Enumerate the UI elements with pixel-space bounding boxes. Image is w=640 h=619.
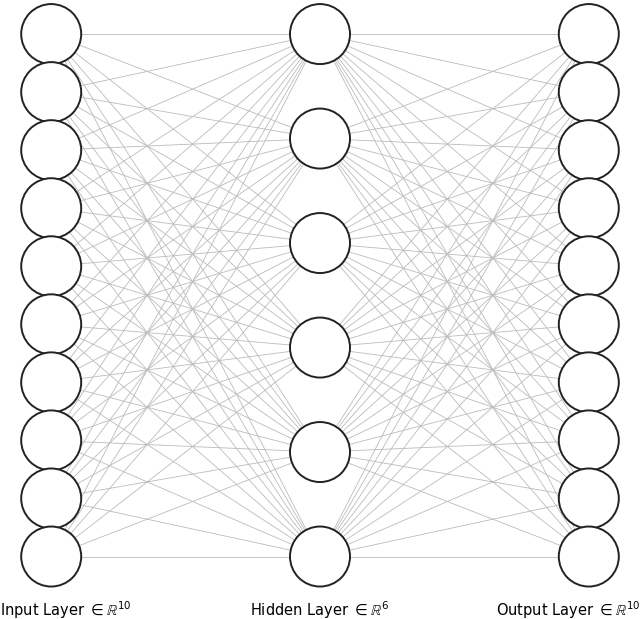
- Ellipse shape: [559, 527, 619, 587]
- Ellipse shape: [559, 178, 619, 238]
- Ellipse shape: [290, 108, 350, 168]
- Ellipse shape: [21, 527, 81, 587]
- Ellipse shape: [21, 352, 81, 412]
- Text: Hidden Layer $\in \mathbb{R}^{6}$: Hidden Layer $\in \mathbb{R}^{6}$: [250, 599, 390, 619]
- Ellipse shape: [21, 294, 81, 354]
- Ellipse shape: [559, 352, 619, 412]
- Ellipse shape: [559, 410, 619, 470]
- Ellipse shape: [290, 527, 350, 587]
- Text: Input Layer $\in \mathbb{R}^{10}$: Input Layer $\in \mathbb{R}^{10}$: [0, 599, 132, 619]
- Ellipse shape: [21, 120, 81, 180]
- Text: Output Layer $\in \mathbb{R}^{10}$: Output Layer $\in \mathbb{R}^{10}$: [495, 599, 640, 619]
- Ellipse shape: [559, 120, 619, 180]
- Ellipse shape: [21, 4, 81, 64]
- Ellipse shape: [559, 236, 619, 297]
- Ellipse shape: [290, 318, 350, 378]
- Ellipse shape: [21, 410, 81, 470]
- Ellipse shape: [290, 4, 350, 64]
- Ellipse shape: [21, 236, 81, 297]
- Ellipse shape: [559, 469, 619, 529]
- Ellipse shape: [559, 294, 619, 354]
- Ellipse shape: [559, 4, 619, 64]
- Ellipse shape: [21, 62, 81, 122]
- Ellipse shape: [290, 422, 350, 482]
- Ellipse shape: [290, 213, 350, 273]
- Ellipse shape: [559, 62, 619, 122]
- Ellipse shape: [21, 469, 81, 529]
- Ellipse shape: [21, 178, 81, 238]
